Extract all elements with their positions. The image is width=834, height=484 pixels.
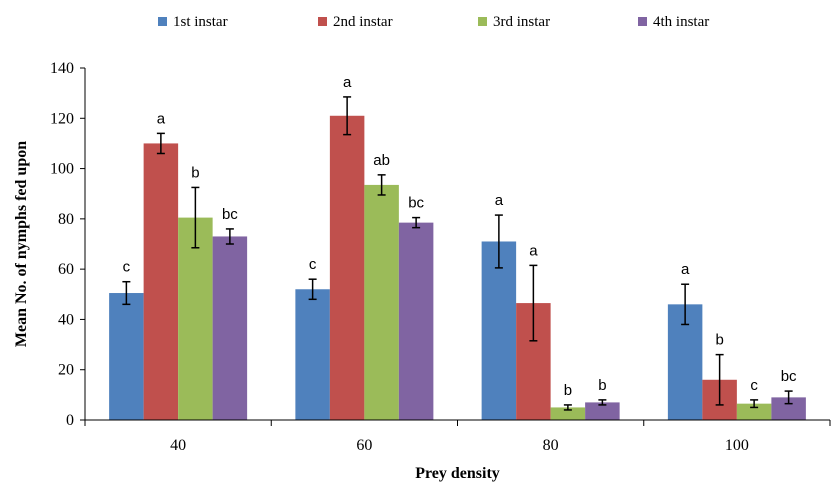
significance-label: c	[123, 259, 131, 276]
bar	[481, 241, 517, 420]
x-tick-label: 60	[356, 437, 372, 454]
x-axis-title: Prey density	[415, 465, 500, 482]
y-tick-label: 120	[50, 110, 74, 127]
bar	[398, 222, 434, 420]
y-tick-label: 40	[58, 311, 74, 328]
significance-label: bc	[222, 206, 238, 223]
legend-label: 2nd instar	[333, 14, 393, 30]
significance-label: a	[681, 261, 690, 278]
bar	[771, 397, 806, 420]
significance-label: a	[157, 110, 166, 127]
significance-label: a	[529, 242, 538, 259]
significance-label: a	[495, 192, 504, 209]
bar	[364, 184, 399, 420]
x-tick-label: 40	[170, 437, 186, 454]
legend: 1st instar 2nd instar 3rd instar 4th instar	[158, 14, 709, 30]
x-tick-label: 80	[543, 437, 559, 454]
bar	[736, 403, 772, 420]
bar	[550, 407, 586, 420]
legend-swatch	[318, 17, 327, 26]
significance-label: c	[309, 256, 317, 273]
y-tick-label: 100	[50, 161, 74, 178]
bar	[585, 402, 620, 420]
y-tick-label: 20	[58, 362, 74, 379]
legend-swatch	[478, 17, 487, 26]
legend-swatch	[638, 17, 647, 26]
x-axis: 40 60 80 100	[84, 419, 831, 454]
y-tick-label: 80	[58, 211, 74, 228]
bar	[178, 217, 213, 420]
y-tick-label: 60	[58, 261, 74, 278]
legend-swatch	[158, 17, 167, 26]
y-axis: 0 20 40 60 80 100 120 140	[50, 60, 86, 429]
legend-label: 4th instar	[653, 14, 709, 30]
legend-label: 1st instar	[173, 14, 228, 30]
significance-label: a	[343, 74, 352, 91]
significance-label: b	[564, 382, 572, 399]
significance-label: b	[598, 377, 606, 394]
legend-label: 3rd instar	[493, 14, 550, 30]
bar	[143, 143, 179, 420]
bar	[109, 293, 144, 420]
y-axis-title: Mean No. of nymphs fed upon	[13, 141, 30, 347]
significance-label: b	[191, 164, 199, 181]
bar	[212, 236, 248, 420]
significance-label: ab	[373, 152, 390, 169]
bar	[295, 289, 330, 420]
x-tick-label: 100	[725, 437, 749, 454]
significance-label: b	[715, 332, 723, 349]
y-tick-label: 0	[66, 412, 74, 429]
bar	[329, 115, 365, 421]
significance-label: bc	[781, 368, 797, 385]
significance-label: c	[750, 377, 758, 394]
y-tick-label: 140	[50, 60, 74, 77]
significance-label: bc	[408, 195, 424, 212]
